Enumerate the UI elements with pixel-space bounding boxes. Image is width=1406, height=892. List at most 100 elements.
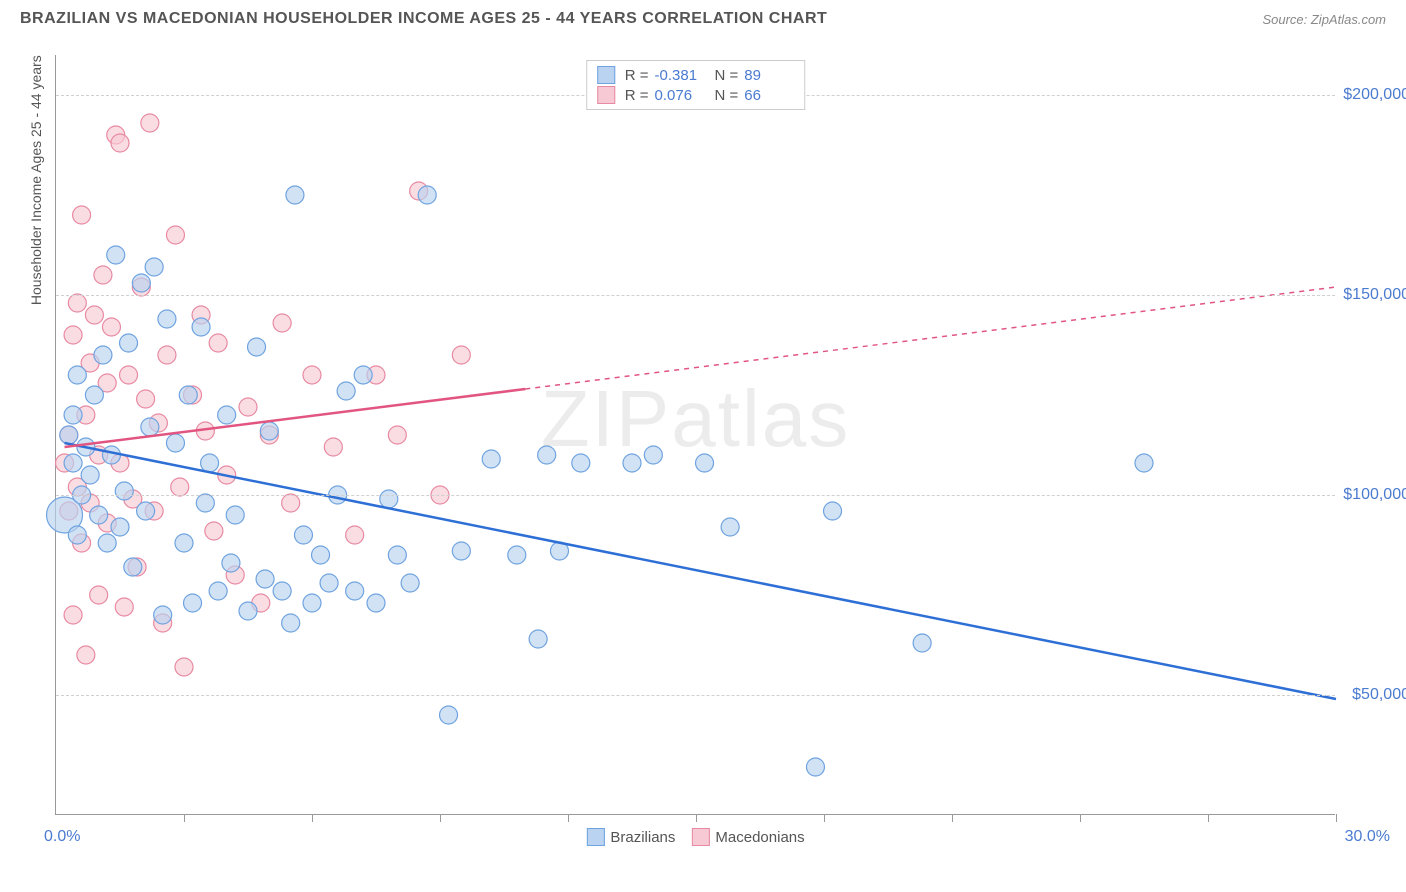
data-point bbox=[111, 518, 129, 536]
data-point bbox=[721, 518, 739, 536]
n-value-macedonians: 66 bbox=[744, 87, 794, 104]
series-legend: Brazilians Macedonians bbox=[586, 828, 804, 846]
data-point bbox=[572, 454, 590, 472]
data-point bbox=[388, 546, 406, 564]
data-point bbox=[68, 526, 86, 544]
data-point bbox=[222, 554, 240, 572]
data-point bbox=[201, 454, 219, 472]
data-point bbox=[401, 574, 419, 592]
data-point bbox=[137, 390, 155, 408]
data-point bbox=[205, 522, 223, 540]
gridline bbox=[56, 295, 1335, 296]
data-point bbox=[388, 426, 406, 444]
data-point bbox=[85, 386, 103, 404]
data-point bbox=[120, 366, 138, 384]
swatch-brazilians bbox=[597, 66, 615, 84]
data-point bbox=[256, 570, 274, 588]
data-point bbox=[696, 454, 714, 472]
swatch-brazilians-icon bbox=[586, 828, 604, 846]
y-tick-label: $150,000 bbox=[1343, 286, 1406, 304]
data-point bbox=[175, 534, 193, 552]
data-point bbox=[380, 490, 398, 508]
data-point bbox=[94, 266, 112, 284]
data-point bbox=[239, 398, 257, 416]
data-point bbox=[64, 406, 82, 424]
data-point bbox=[440, 706, 458, 724]
data-point bbox=[538, 446, 556, 464]
x-axis-min-label: 0.0% bbox=[44, 828, 80, 846]
data-point bbox=[94, 346, 112, 364]
data-point bbox=[644, 446, 662, 464]
data-point bbox=[312, 546, 330, 564]
data-point bbox=[303, 366, 321, 384]
data-point bbox=[120, 334, 138, 352]
data-point bbox=[367, 594, 385, 612]
data-point bbox=[102, 318, 120, 336]
data-point bbox=[184, 594, 202, 612]
data-point bbox=[166, 434, 184, 452]
data-point bbox=[73, 206, 91, 224]
data-point bbox=[282, 494, 300, 512]
x-tick bbox=[184, 814, 185, 822]
data-point bbox=[346, 526, 364, 544]
r-value-brazilians: -0.381 bbox=[655, 67, 705, 84]
data-point bbox=[209, 334, 227, 352]
x-tick bbox=[440, 814, 441, 822]
data-point bbox=[60, 426, 78, 444]
data-point bbox=[209, 582, 227, 600]
data-point bbox=[64, 326, 82, 344]
x-tick bbox=[696, 814, 697, 822]
y-tick-label: $100,000 bbox=[1343, 486, 1406, 504]
data-point bbox=[273, 582, 291, 600]
data-point bbox=[324, 438, 342, 456]
stats-legend: R = -0.381 N = 89 R = 0.076 N = 66 bbox=[586, 60, 806, 110]
data-point bbox=[137, 502, 155, 520]
data-point bbox=[623, 454, 641, 472]
data-point bbox=[418, 186, 436, 204]
swatch-macedonians-icon bbox=[691, 828, 709, 846]
data-point bbox=[111, 134, 129, 152]
data-point bbox=[294, 526, 312, 544]
data-point bbox=[154, 606, 172, 624]
data-point bbox=[145, 258, 163, 276]
data-point bbox=[286, 186, 304, 204]
stats-row-brazilians: R = -0.381 N = 89 bbox=[597, 65, 795, 85]
chart-title: BRAZILIAN VS MACEDONIAN HOUSEHOLDER INCO… bbox=[20, 10, 827, 28]
data-point bbox=[68, 294, 86, 312]
y-tick-label: $50,000 bbox=[1352, 686, 1406, 704]
data-point bbox=[320, 574, 338, 592]
data-point bbox=[273, 314, 291, 332]
data-point bbox=[132, 274, 150, 292]
data-point bbox=[64, 606, 82, 624]
data-point bbox=[354, 366, 372, 384]
trend-line-extrapolated bbox=[525, 287, 1336, 389]
data-point bbox=[508, 546, 526, 564]
data-point bbox=[1135, 454, 1153, 472]
x-tick bbox=[1208, 814, 1209, 822]
data-point bbox=[806, 758, 824, 776]
legend-item-macedonians: Macedonians bbox=[691, 828, 804, 846]
data-point bbox=[107, 246, 125, 264]
data-point bbox=[166, 226, 184, 244]
data-point bbox=[90, 506, 108, 524]
data-point bbox=[452, 346, 470, 364]
data-point bbox=[141, 114, 159, 132]
data-point bbox=[248, 338, 266, 356]
legend-item-brazilians: Brazilians bbox=[586, 828, 675, 846]
data-point bbox=[124, 558, 142, 576]
data-point bbox=[115, 482, 133, 500]
data-point bbox=[64, 454, 82, 472]
x-tick bbox=[568, 814, 569, 822]
data-point bbox=[303, 594, 321, 612]
y-axis-title: Householder Income Ages 25 - 44 years bbox=[28, 55, 44, 305]
data-point bbox=[171, 478, 189, 496]
data-point bbox=[218, 406, 236, 424]
data-point bbox=[192, 318, 210, 336]
data-point bbox=[102, 446, 120, 464]
stats-row-macedonians: R = 0.076 N = 66 bbox=[597, 85, 795, 105]
data-point bbox=[239, 602, 257, 620]
data-point bbox=[260, 422, 278, 440]
source-attribution: Source: ZipAtlas.com bbox=[1262, 12, 1386, 27]
data-point bbox=[141, 418, 159, 436]
x-tick bbox=[824, 814, 825, 822]
